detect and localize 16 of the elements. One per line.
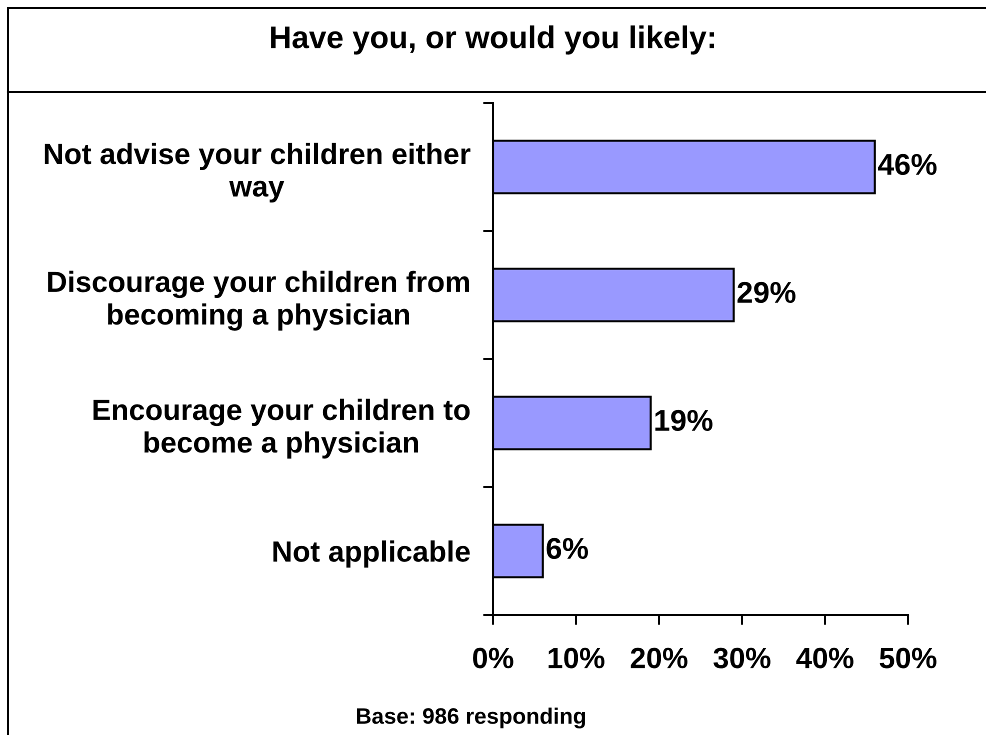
y-tick-label: Not applicable [273, 540, 470, 568]
data-label: 29% [738, 282, 796, 304]
data-label: 19% [655, 410, 712, 432]
chart-title: Have you, or would you likely: [271, 25, 714, 55]
text: Base: 986 responding [357, 708, 585, 728]
x-tick-label: 30% [713, 648, 770, 668]
y-tick-label: Encourage your children to become a physician [94, 398, 470, 459]
x-tick-label: 20% [630, 648, 688, 668]
data-label: 6% [546, 538, 588, 560]
x-tick-label: 50% [880, 648, 936, 668]
y-tick-label: Discourage your children from becoming a physician [48, 270, 469, 331]
y-tick-label: Not advise your children either way [44, 142, 470, 202]
x-tick-label: 40% [796, 648, 854, 668]
x-tick-label: 0% [473, 648, 514, 668]
x-tick-label: 10% [548, 648, 604, 668]
data-label: 46% [878, 154, 937, 176]
